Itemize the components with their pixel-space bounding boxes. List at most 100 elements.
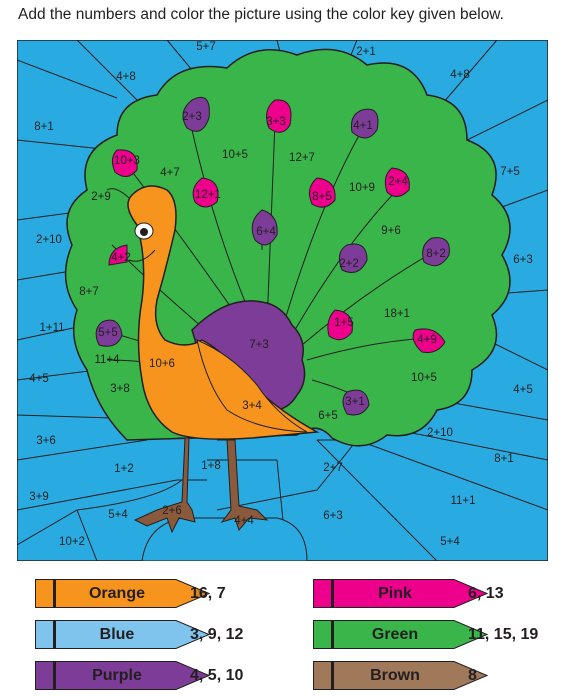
equation-blue-14: 1+8 <box>201 460 221 472</box>
equation-green-3: 4+7 <box>160 167 180 179</box>
equation-green-4: 2+9 <box>91 191 111 203</box>
equation-blue-18: 5+4 <box>108 509 128 521</box>
equation-blue-15: 2+7 <box>323 462 343 474</box>
equation-purple-2: 4+1 <box>353 120 373 132</box>
equation-blue-5: 8+1 <box>34 121 54 133</box>
crayon-brown-numbers: 8 <box>468 667 477 684</box>
equation-blue-17: 3+9 <box>29 491 49 503</box>
equation-blue-4: 4+8 <box>450 69 470 81</box>
equation-blue-3: 4+8 <box>116 71 136 83</box>
equation-green-6: 9+6 <box>381 225 401 237</box>
equation-blue-23: 2+10 <box>427 427 453 439</box>
equation-pink-1: 3+3 <box>266 116 286 128</box>
peacock-beak <box>108 244 128 266</box>
equation-blue-12: 3+6 <box>36 435 56 447</box>
equation-labels: 5+7 2+1 4+8 4+8 8+1 7+5 2+10 6+3 1+11 4+… <box>29 41 533 548</box>
crayon-pink: Pink <box>313 579 489 608</box>
ground-region <box>141 517 308 561</box>
crayon-orange: Orange <box>35 579 211 608</box>
crayon-orange-label: Orange <box>88 585 145 602</box>
crayon-pink-label: Pink <box>378 585 412 602</box>
equation-blue-11: 4+5 <box>513 384 533 396</box>
equation-green-5: 10+9 <box>349 182 375 194</box>
feather-pink-6 <box>327 309 353 341</box>
crayon-brown-label: Brown <box>370 667 420 684</box>
crayon-purple-label: Purple <box>92 667 142 684</box>
equation-orange-3: 3+4 <box>242 400 262 412</box>
crayon-purple-numbers: 4, 5, 10 <box>190 667 244 684</box>
crayon-blue: Blue <box>35 620 211 649</box>
crayon-brown: Brown <box>313 661 489 690</box>
equation-blue-8: 6+3 <box>513 254 533 266</box>
instruction-text: Add the numbers and color the picture us… <box>18 6 504 23</box>
equation-pink-6: 4+2 <box>111 252 131 264</box>
equation-blue-7: 2+10 <box>36 234 62 246</box>
peacock-body-region <box>127 185 320 440</box>
crayon-purple-icon <box>35 661 211 690</box>
equation-pink-4: 8+5 <box>312 191 332 203</box>
equation-purple-4: 2+2 <box>339 258 359 270</box>
equation-purple-5: 8+2 <box>426 248 446 260</box>
crayon-pink-icon <box>313 579 489 608</box>
equation-green-7: 8+7 <box>79 286 99 298</box>
feather-pink-2 <box>111 149 138 177</box>
feather-pink-1 <box>266 99 292 133</box>
crayon-green-label: Green <box>371 626 419 643</box>
equation-pink-8: 4+9 <box>417 334 437 346</box>
equation-purple-1: 2+3 <box>182 111 202 123</box>
feather-purple-1 <box>182 96 210 132</box>
equation-orange-2: 3+8 <box>110 383 130 395</box>
peacock-wing <box>196 339 308 433</box>
crayon-blue-icon <box>35 620 211 649</box>
crayon-blue-label: Blue <box>99 626 135 643</box>
purple-feathers <box>95 96 450 416</box>
equation-brown-1: 2+6 <box>162 505 182 517</box>
equation-purple-6: 5+5 <box>98 327 118 339</box>
equation-blue-20: 11+1 <box>450 495 475 507</box>
equation-green-9: 11+4 <box>94 354 120 366</box>
pink-feathers <box>111 99 446 353</box>
peacock-pupil <box>140 228 148 236</box>
equation-blue-16: 8+1 <box>494 453 514 465</box>
peacock-crest <box>106 188 130 199</box>
equation-pink-3: 12+1 <box>195 189 221 201</box>
crayon-purple: Purple <box>35 661 211 690</box>
equation-purple-8: 3+1 <box>345 396 365 408</box>
equation-orange-1: 10+6 <box>149 358 175 370</box>
crayon-brown-icon <box>313 661 489 690</box>
equation-blue-2: 2+1 <box>356 46 376 58</box>
crayon-pink-numbers: 6, 13 <box>468 585 504 602</box>
crayon-green-icon <box>313 620 489 649</box>
feather-purple-4 <box>338 243 368 273</box>
feather-pink-5 <box>384 167 410 197</box>
equation-blue-22: 5+4 <box>440 536 460 548</box>
equation-blue-19: 6+3 <box>323 510 343 522</box>
peacock-legs <box>133 437 269 534</box>
equation-blue-9: 1+11 <box>39 322 64 334</box>
feather-purple-3 <box>251 209 278 246</box>
equation-green-2: 12+7 <box>289 152 315 164</box>
peacock-mouth-line <box>128 249 156 262</box>
equation-blue-13: 1+2 <box>114 463 134 475</box>
feather-pink-4 <box>308 177 336 208</box>
crayon-orange-icon <box>35 579 211 608</box>
equation-blue-1: 5+7 <box>196 41 216 53</box>
feather-purple-2 <box>351 108 379 139</box>
equation-pink-7: 1+5 <box>334 317 354 329</box>
feather-purple-5 <box>422 237 450 267</box>
crayon-blue-numbers: 3, 9, 12 <box>190 626 244 643</box>
peacock-color-by-number-picture: 5+7 2+1 4+8 4+8 8+1 7+5 2+10 6+3 1+11 4+… <box>17 40 548 561</box>
equation-green-10: 10+5 <box>411 372 437 384</box>
equation-green-11: 6+5 <box>318 410 338 422</box>
equation-green-8: 18+1 <box>384 308 410 320</box>
equation-brown-2: 4+4 <box>234 515 254 527</box>
equation-green-1: 10+5 <box>222 149 248 161</box>
equation-pink-5: 2+4 <box>388 176 408 188</box>
equation-purple-3: 6+4 <box>256 226 276 238</box>
feather-purple-6 <box>95 319 123 347</box>
feather-purple-7 <box>342 389 370 416</box>
equation-pink-2: 10+3 <box>114 155 140 167</box>
feather-pink-3 <box>192 177 219 208</box>
equation-purple-7: 7+3 <box>249 339 269 351</box>
equation-blue-6: 7+5 <box>500 166 520 178</box>
